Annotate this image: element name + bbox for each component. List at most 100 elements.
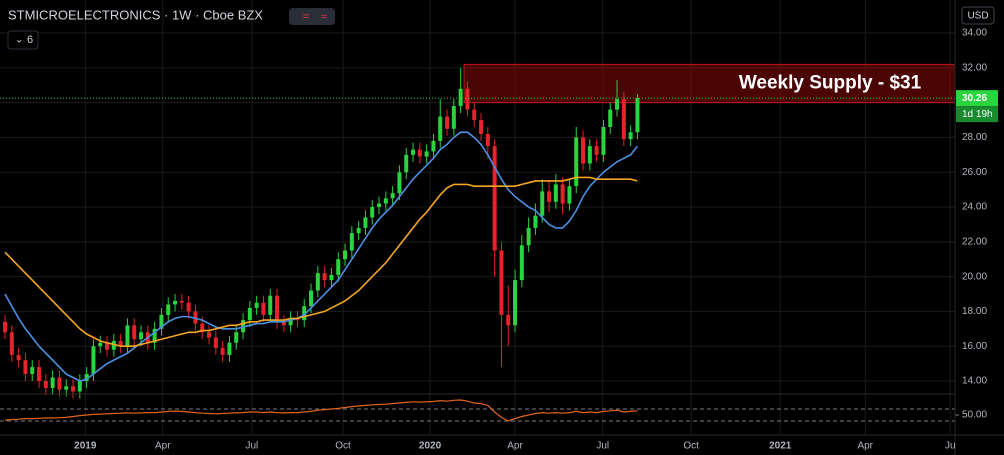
candle-body	[594, 146, 599, 155]
candle-body	[356, 227, 361, 234]
candle-body	[125, 325, 130, 347]
candle-body	[621, 99, 626, 140]
candle-body	[207, 332, 212, 338]
toolbar-pill[interactable]	[289, 8, 335, 25]
candle-body	[23, 360, 28, 375]
candle-body	[424, 151, 429, 157]
candle-body	[533, 215, 538, 228]
x-tick-label: Apr	[507, 441, 523, 452]
candle-body	[3, 321, 8, 333]
candle-body	[84, 374, 89, 381]
toolbar-icon: =	[303, 11, 309, 23]
y-tick-label: 14.00	[962, 376, 987, 387]
candle-body	[64, 386, 69, 390]
candle-body	[268, 295, 273, 315]
candle-body	[377, 203, 382, 208]
candle-body	[247, 307, 252, 321]
candle-body	[77, 380, 82, 392]
candle-body	[404, 154, 409, 173]
candle-body	[472, 109, 477, 121]
candle-body	[254, 302, 259, 308]
moving-average	[4, 176, 638, 348]
y-tick-label: 32.00	[962, 62, 987, 73]
candle-body	[336, 259, 341, 275]
indicator-tick-label: 50.00	[962, 410, 987, 421]
candle-body	[295, 318, 300, 321]
candle-body	[322, 273, 327, 281]
currency-box[interactable]	[961, 6, 995, 25]
candle-body	[111, 340, 116, 350]
y-tick-label: 24.00	[962, 202, 987, 213]
candle-body	[431, 140, 436, 152]
x-tick-label: 2020	[419, 441, 442, 452]
candle-body	[288, 318, 293, 326]
candle-body	[479, 120, 484, 134]
y-tick-label: 16.00	[962, 341, 987, 352]
y-tick-label: 34.00	[962, 28, 987, 39]
candle-body	[132, 325, 137, 340]
supply-zone-group: Weekly Supply - $31	[463, 63, 956, 104]
candle-body	[105, 342, 110, 350]
candle-body	[281, 321, 286, 326]
candle-body	[390, 193, 395, 199]
candle-body	[465, 88, 470, 110]
chevron: ⌄	[15, 35, 23, 46]
last-price-box	[956, 90, 998, 107]
candle-body	[37, 367, 42, 381]
candle-body	[173, 300, 178, 305]
candle-body	[417, 149, 422, 157]
candle-body	[628, 132, 633, 140]
candle-body	[139, 332, 144, 340]
candle-body	[540, 191, 545, 216]
axes: 14.00 16.00 18.00 20.00 22.00 24.00 26.00 28.00…	[74, 28, 998, 452]
candle-body	[349, 233, 354, 251]
candle-body	[118, 340, 123, 347]
supply-zone	[463, 63, 956, 104]
candle-body	[445, 116, 450, 129]
candle-body	[57, 377, 62, 390]
candle-body	[152, 328, 157, 343]
candle-body	[519, 245, 524, 281]
indicator-toggle[interactable]	[7, 30, 39, 50]
candle-body	[179, 300, 184, 303]
candle-body	[363, 217, 368, 228]
candle-body	[71, 386, 76, 392]
candle-body	[492, 146, 497, 251]
candle-body	[499, 250, 504, 315]
candle-body	[383, 198, 388, 204]
candle-body	[601, 126, 606, 155]
moving-average	[4, 131, 639, 382]
candle-body	[91, 346, 96, 375]
y-tick-label: 20.00	[962, 271, 987, 282]
candle-body	[9, 332, 14, 355]
candle-body	[485, 133, 490, 147]
candle-body	[587, 146, 592, 164]
candle-body	[451, 106, 456, 129]
moving-averages	[0, 97, 955, 382]
x-tick-label: 2021	[769, 441, 792, 452]
candle-body	[16, 354, 21, 361]
zone-label: Weekly Supply - $31	[739, 73, 922, 94]
x-tick-label: Jul	[596, 441, 609, 452]
y-tick-label: 26.00	[962, 167, 987, 178]
countdown-label: 1d 19h	[962, 109, 993, 120]
candle-body	[370, 207, 375, 218]
candle-body	[560, 184, 565, 204]
candle-body	[315, 273, 320, 291]
candle-body	[241, 320, 246, 333]
candle-body	[261, 302, 266, 315]
candle-body	[159, 314, 164, 329]
candle-body	[547, 191, 552, 202]
candle-body	[526, 227, 531, 246]
candle-body	[234, 332, 239, 343]
indicator-pane	[0, 399, 959, 422]
x-tick-label: 2019	[74, 441, 97, 452]
candle-body	[329, 274, 334, 281]
candle-body	[43, 380, 48, 388]
candle-body	[302, 306, 307, 321]
candle-body	[309, 290, 314, 307]
candle-body	[567, 186, 572, 204]
chart-title: STMICROELECTRONICS · 1W · Cboe BZX	[8, 7, 263, 22]
candle-body	[186, 302, 191, 312]
